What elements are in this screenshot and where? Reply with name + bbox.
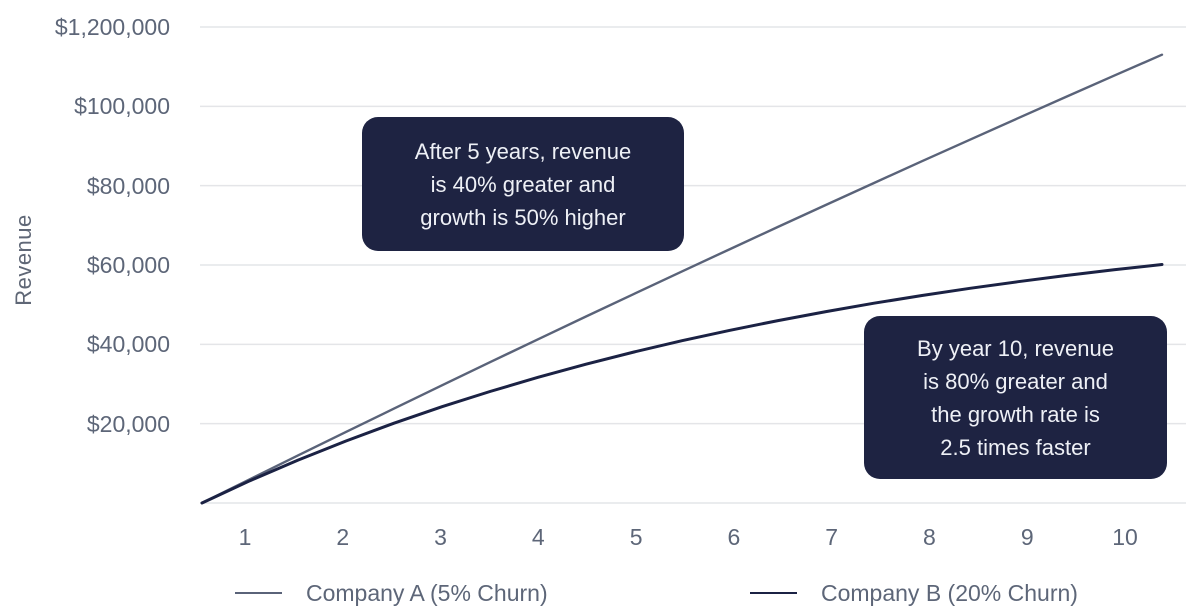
company-b-line: [200, 263, 1164, 505]
legend-item-company-a: Company A (5% Churn): [235, 578, 548, 608]
x-tick-label: 1: [238, 524, 252, 550]
y-tick-label: $80,000: [86, 172, 170, 199]
y-tick-label: $20,000: [86, 410, 170, 437]
x-tick-label: 8: [923, 524, 936, 550]
x-tick-label: 3: [434, 524, 447, 550]
legend-label-company-b: Company B (20% Churn): [821, 579, 1078, 606]
company-b-line-swatch: [750, 592, 797, 594]
x-tick-label: 5: [629, 524, 643, 550]
x-tick-label: 10: [1112, 524, 1138, 550]
y-tick-label: $100,000: [74, 93, 170, 120]
x-tick-label: 4: [531, 524, 545, 550]
y-tick-label: $40,000: [86, 331, 170, 358]
annotation-after-5-years: After 5 years, revenue is 40% greater an…: [362, 117, 684, 251]
x-tick-label: 9: [1020, 524, 1034, 550]
x-tick-label: 7: [825, 524, 839, 550]
y-tick-label: $1,200,000: [54, 14, 170, 41]
legend-item-company-b: Company B (20% Churn): [750, 578, 1078, 608]
legend: Company A (5% Churn) Company B (20% Chur…: [0, 578, 1197, 612]
annotation-by-year-10: By year 10, revenue is 80% greater and t…: [864, 316, 1167, 479]
x-tick-label: 2: [336, 524, 350, 550]
company-a-line: [200, 53, 1164, 505]
y-tick-label: $60,000: [86, 252, 170, 278]
legend-label-company-a: Company A (5% Churn): [306, 579, 548, 606]
company-a-line-swatch: [235, 592, 282, 594]
x-tick-label: 6: [727, 524, 741, 550]
